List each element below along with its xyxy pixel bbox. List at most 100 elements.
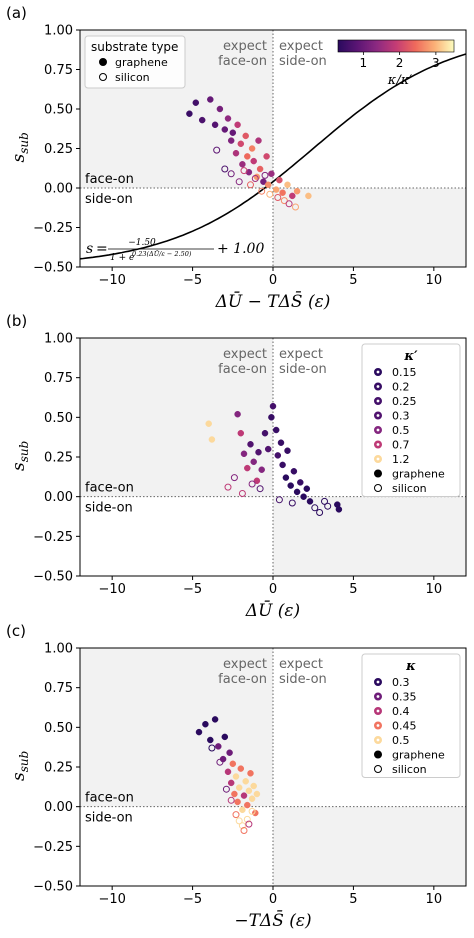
legend-label: silicon	[392, 763, 427, 776]
y-tick-label: −0.50	[33, 570, 73, 585]
y-axis-label: ssub	[9, 132, 31, 162]
y-tick-label: 0.75	[44, 63, 73, 78]
legend-marker-color-center	[376, 399, 380, 403]
x-tick-label: 0	[269, 582, 277, 597]
y-tick-label: −0.25	[33, 221, 73, 236]
data-point	[258, 466, 265, 473]
data-point	[264, 181, 272, 189]
side-on-label: side-on	[85, 501, 133, 516]
data-point	[242, 778, 249, 785]
panel-label: (a)	[6, 4, 27, 22]
expect-face-on-line2: face-on	[218, 54, 267, 69]
panel-b: expectface-onexpectside-onface-onside-on…	[6, 312, 467, 621]
data-point	[260, 178, 267, 185]
data-point	[240, 827, 248, 834]
data-point	[268, 170, 275, 178]
data-point	[279, 189, 286, 196]
x-tick-label: 5	[349, 582, 357, 597]
x-tick-label: −10	[98, 582, 125, 597]
legend-marker-open	[374, 484, 382, 492]
legend-title: κ′	[403, 349, 418, 364]
y-axis-label-sub: sub	[17, 132, 31, 154]
data-point	[207, 96, 214, 103]
data-point	[244, 801, 251, 809]
data-point	[224, 483, 232, 491]
y-tick-label: 0.25	[44, 142, 73, 157]
data-point	[240, 792, 248, 799]
eq-exponent: 0.23(ΔŪ/ε − 2.50)	[132, 249, 192, 258]
legend-title: κ	[405, 659, 416, 674]
x-axis-label: ΔŪ (ε)	[245, 600, 300, 621]
data-point	[287, 482, 294, 489]
y-tick-label: −0.50	[33, 880, 73, 895]
data-point	[232, 773, 240, 780]
legend-label: silicon	[392, 482, 427, 495]
legend-marker-color-center	[376, 414, 380, 417]
data-point	[237, 140, 245, 148]
data-point	[248, 480, 256, 488]
data-point	[224, 768, 232, 776]
legend-label: 0.3	[392, 410, 410, 423]
legend-marker-color-center	[376, 385, 380, 388]
data-point	[227, 170, 235, 178]
data-point	[290, 468, 298, 475]
data-point	[256, 485, 264, 493]
x-tick-label: −10	[98, 273, 125, 288]
y-tick-label: 0.00	[44, 490, 73, 505]
data-point	[242, 132, 249, 140]
expect-side-on-line1: expect	[279, 347, 323, 362]
legend-marker-open	[374, 765, 382, 773]
x-tick-label: 5	[349, 273, 357, 288]
y-tick-label: 0.00	[44, 800, 73, 815]
data-point	[247, 181, 254, 189]
data-point	[284, 447, 291, 454]
data-point	[256, 165, 264, 173]
data-point	[282, 474, 290, 481]
data-point	[208, 436, 216, 443]
x-tick-label: 10	[426, 892, 443, 907]
y-tick-label: 1.00	[44, 642, 73, 657]
side-on-region	[273, 496, 466, 576]
data-point	[272, 186, 280, 193]
side-on-region	[273, 188, 466, 267]
legend-marker-color-center	[376, 428, 380, 432]
face-on-region	[80, 338, 273, 497]
data-point	[297, 479, 304, 486]
data-point	[192, 99, 200, 106]
data-point	[253, 477, 261, 485]
data-point	[305, 192, 312, 200]
data-point	[235, 817, 243, 825]
y-tick-label: 0.50	[44, 411, 73, 426]
legend-label: graphene	[392, 749, 445, 762]
data-point	[303, 485, 311, 492]
data-point	[324, 502, 332, 510]
x-tick-label: −10	[98, 892, 125, 907]
y-axis-label: ssub	[9, 751, 31, 781]
colorbar-label: κ/κ′	[387, 73, 412, 88]
legend-title: substrate type	[91, 40, 178, 54]
data-point	[274, 194, 282, 201]
data-point	[202, 720, 209, 728]
data-point	[269, 402, 277, 410]
y-tick-label: 0.50	[44, 721, 73, 736]
data-point	[243, 815, 251, 823]
expect-side-on-line1: expect	[279, 39, 323, 54]
data-point	[293, 488, 301, 496]
data-point	[208, 744, 216, 752]
data-point	[216, 758, 224, 766]
y-tick-label: −0.25	[33, 840, 73, 855]
data-point	[316, 509, 324, 516]
data-point	[248, 145, 256, 152]
data-point	[247, 770, 254, 777]
legend-marker-color-center	[376, 370, 380, 374]
x-tick-label: 0	[269, 273, 277, 288]
data-point	[221, 126, 229, 133]
data-point	[276, 176, 283, 184]
legend-label: graphene	[392, 468, 445, 481]
colorbar-tick-label: 2	[396, 56, 404, 70]
data-point	[215, 743, 222, 750]
data-point	[221, 165, 229, 173]
panel-a: expectface-onexpectside-onface-onside-on…	[6, 4, 467, 312]
data-point	[274, 452, 282, 459]
